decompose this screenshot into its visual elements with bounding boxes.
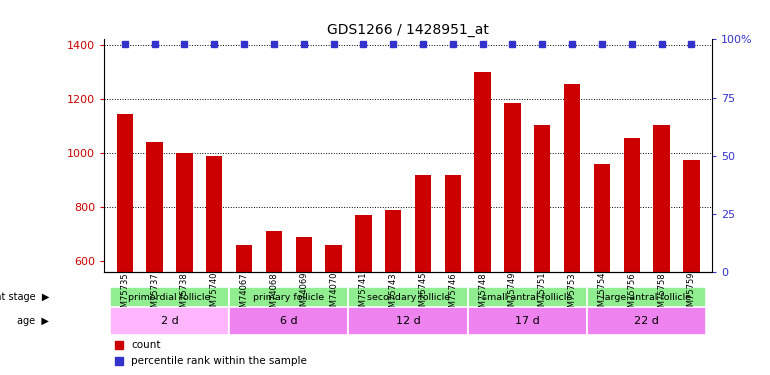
Text: development stage  ▶: development stage ▶ <box>0 292 49 302</box>
Text: GSM75746: GSM75746 <box>448 272 457 318</box>
Text: 22 d: 22 d <box>634 316 659 326</box>
Text: GSM75749: GSM75749 <box>508 272 517 318</box>
Bar <box>229 287 349 307</box>
Text: count: count <box>132 340 161 350</box>
Text: GSM74067: GSM74067 <box>239 272 249 318</box>
Text: GSM75753: GSM75753 <box>567 272 577 318</box>
Bar <box>110 287 229 307</box>
Bar <box>266 231 282 272</box>
Text: 17 d: 17 d <box>515 316 540 326</box>
Text: GSM75748: GSM75748 <box>478 272 487 318</box>
Bar <box>176 153 192 272</box>
Text: GSM75735: GSM75735 <box>120 272 129 318</box>
Text: GSM74069: GSM74069 <box>300 272 308 318</box>
Text: GSM74070: GSM74070 <box>329 272 338 318</box>
Text: GSM74068: GSM74068 <box>270 272 279 318</box>
Bar <box>110 308 229 335</box>
Text: GSM75741: GSM75741 <box>359 272 368 318</box>
Text: GSM75759: GSM75759 <box>687 272 696 318</box>
Bar <box>146 142 162 272</box>
Text: GSM75738: GSM75738 <box>180 272 189 318</box>
Bar <box>385 210 401 272</box>
Bar <box>624 138 640 272</box>
Title: GDS1266 / 1428951_at: GDS1266 / 1428951_at <box>327 23 489 37</box>
Bar <box>474 72 490 272</box>
Bar <box>296 237 312 272</box>
Text: GSM75754: GSM75754 <box>598 272 607 318</box>
Bar <box>349 308 467 335</box>
Bar <box>236 245 253 272</box>
Text: 12 d: 12 d <box>396 316 420 326</box>
Bar <box>229 308 349 335</box>
Text: primary follicle: primary follicle <box>253 292 324 302</box>
Bar <box>587 308 706 335</box>
Text: small antral follicle: small antral follicle <box>482 292 573 302</box>
Text: GSM75737: GSM75737 <box>150 272 159 318</box>
Bar <box>654 124 670 272</box>
Text: age  ▶: age ▶ <box>18 316 49 326</box>
Bar <box>467 287 587 307</box>
Bar <box>116 114 133 272</box>
Bar <box>206 156 223 272</box>
Bar <box>415 175 431 272</box>
Text: GSM75745: GSM75745 <box>419 272 427 318</box>
Text: 2 d: 2 d <box>161 316 179 326</box>
Bar <box>564 84 581 272</box>
Bar <box>594 164 610 272</box>
Text: 6 d: 6 d <box>280 316 298 326</box>
Text: large antral follicle: large antral follicle <box>602 292 691 302</box>
Text: percentile rank within the sample: percentile rank within the sample <box>132 356 307 366</box>
Bar <box>467 308 587 335</box>
Text: primordial follicle: primordial follicle <box>129 292 211 302</box>
Bar <box>504 103 521 272</box>
Bar <box>444 175 461 272</box>
Bar <box>534 124 551 272</box>
Bar <box>326 245 342 272</box>
Text: GSM75756: GSM75756 <box>628 272 636 318</box>
Bar <box>683 160 700 272</box>
Bar <box>587 287 706 307</box>
Bar <box>349 287 467 307</box>
Text: GSM75758: GSM75758 <box>657 272 666 318</box>
Text: GSM75740: GSM75740 <box>209 272 219 318</box>
Bar <box>355 215 372 272</box>
Text: GSM75743: GSM75743 <box>389 272 397 318</box>
Text: secondary follicle: secondary follicle <box>367 292 450 302</box>
Text: GSM75751: GSM75751 <box>537 272 547 318</box>
